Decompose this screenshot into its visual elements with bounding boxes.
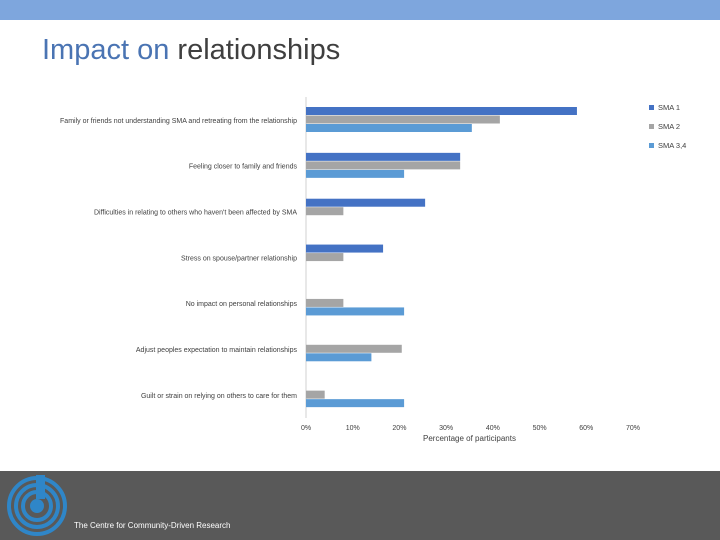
x-axis-label: Percentage of participants: [423, 434, 516, 443]
bar-sma-1-3: [306, 244, 384, 253]
footer-org-name: The Centre for Community-Driven Research: [74, 521, 231, 530]
legend-swatch-sma-1: [649, 105, 654, 110]
x-tick-label: 10%: [346, 425, 360, 432]
bar-sma-1-2: [306, 198, 426, 207]
bar-sma-2-0: [306, 115, 500, 124]
category-label: Feeling closer to family and friends: [189, 164, 298, 171]
legend-label: SMA 1: [658, 103, 680, 112]
legend-label: SMA 2: [658, 122, 680, 131]
x-tick-label: 20%: [392, 425, 406, 432]
concentric-circles-logo-icon: [7, 475, 67, 536]
bar-sma-2-6: [306, 390, 325, 399]
slide-title-part2: relationships: [177, 34, 341, 66]
category-label: Stress on spouse/partner relationship: [181, 255, 297, 262]
category-label: Family or friends not understanding SMA …: [60, 118, 297, 125]
legend-swatch-sma-2: [649, 124, 654, 129]
x-tick-label: 60%: [579, 425, 593, 432]
category-label: Guilt or strain on relying on others to …: [141, 393, 297, 400]
slide-title-part1: Impact on: [42, 34, 170, 66]
category-label: Adjust peoples expectation to maintain r…: [136, 347, 298, 354]
bar-sma-1-1: [306, 152, 461, 161]
legend-swatch-sma-3-4: [649, 143, 654, 148]
bar-sma-2-5: [306, 344, 402, 353]
top-accent-bar: [0, 0, 720, 20]
bar-sma-1-0: [306, 107, 577, 115]
bar-sma-3-4-6: [306, 399, 405, 408]
bar-sma-3-4-4: [306, 307, 405, 316]
footer-bar: [0, 471, 720, 540]
category-label: No impact on personal relationships: [186, 301, 298, 308]
legend-label: SMA 3,4: [658, 141, 686, 150]
bar-sma-2-4: [306, 298, 344, 307]
x-tick-label: 40%: [486, 425, 500, 432]
bar-sma-2-1: [306, 161, 461, 170]
bar-sma-2-3: [306, 253, 344, 262]
x-tick-label: 50%: [533, 425, 547, 432]
bar-sma-3-4-1: [306, 169, 405, 178]
bar-sma-2-2: [306, 207, 344, 216]
bar-chart: Family or friends not understanding SMA …: [60, 97, 686, 443]
slide-title: Impact on relationships: [42, 30, 340, 70]
bar-sma-3-4-0: [306, 124, 472, 132]
x-tick-label: 30%: [439, 425, 453, 432]
bar-sma-3-4-5: [306, 353, 372, 362]
x-tick-label: 0%: [301, 425, 311, 432]
x-tick-label: 70%: [626, 425, 640, 432]
category-label: Difficulties in relating to others who h…: [94, 209, 297, 216]
